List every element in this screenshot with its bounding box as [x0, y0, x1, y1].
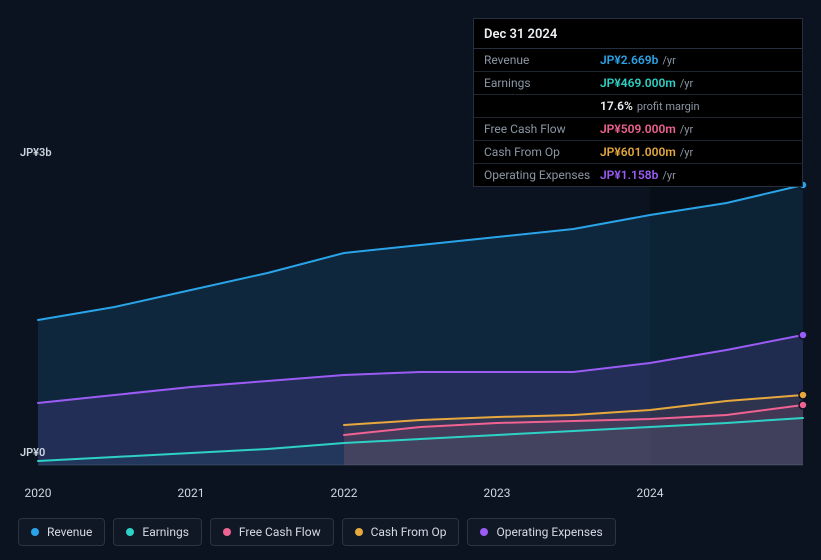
- tooltip-rows: RevenueJP¥2.669b/yrEarningsJP¥469.000m/y…: [474, 49, 802, 186]
- tooltip-suffix: /yr: [680, 77, 693, 90]
- legend-dot-icon: [480, 528, 488, 536]
- chart-svg: [18, 160, 803, 480]
- tooltip-label: Operating Expenses: [484, 168, 600, 182]
- tooltip-value: JP¥509.000m: [600, 122, 676, 136]
- legend-item-revenue[interactable]: Revenue: [18, 518, 105, 546]
- legend-item-earnings[interactable]: Earnings: [113, 518, 202, 546]
- x-tick-label: 2021: [178, 486, 205, 500]
- tooltip-value: JP¥1.158b: [600, 168, 658, 182]
- x-tick-label: 2020: [25, 486, 52, 500]
- legend-label: Cash From Op: [371, 525, 447, 539]
- legend-label: Free Cash Flow: [239, 525, 321, 539]
- legend-dot-icon: [126, 528, 134, 536]
- series-end-marker-cfo: [799, 391, 807, 399]
- x-tick-label: 2023: [484, 486, 511, 500]
- x-tick-label: 2024: [637, 486, 664, 500]
- tooltip-extra-value: 17.6%: [600, 99, 633, 113]
- legend-dot-icon: [31, 528, 39, 536]
- legend-dot-icon: [355, 528, 363, 536]
- tooltip-row-revenue: RevenueJP¥2.669b/yr: [474, 49, 802, 72]
- chart-area[interactable]: JP¥0JP¥3b: [18, 160, 803, 480]
- tooltip-value: JP¥601.000m: [600, 145, 676, 159]
- tooltip-value: JP¥2.669b: [600, 53, 658, 67]
- tooltip-suffix: /yr: [662, 54, 675, 67]
- tooltip-label: Cash From Op: [484, 145, 600, 159]
- series-end-marker-fcf: [799, 401, 807, 409]
- tooltip-value: JP¥469.000m: [600, 76, 676, 90]
- tooltip-date: Dec 31 2024: [474, 19, 802, 49]
- legend-dot-icon: [223, 528, 231, 536]
- x-tick-label: 2022: [331, 486, 358, 500]
- y-tick-label: JP¥3b: [20, 146, 52, 159]
- series-end-marker-opex: [799, 331, 807, 339]
- legend-item-opex[interactable]: Operating Expenses: [467, 518, 615, 546]
- chart-tooltip: Dec 31 2024 RevenueJP¥2.669b/yrEarningsJ…: [473, 18, 803, 187]
- tooltip-row-fcf: Free Cash FlowJP¥509.000m/yr: [474, 118, 802, 141]
- tooltip-suffix: /yr: [680, 123, 693, 136]
- y-tick-label: JP¥0: [20, 446, 45, 459]
- tooltip-row-cfo: Cash From OpJP¥601.000m/yr: [474, 141, 802, 164]
- legend-label: Revenue: [47, 525, 92, 539]
- tooltip-label: Free Cash Flow: [484, 122, 600, 136]
- tooltip-row-earnings-extra: 17.6% profit margin: [474, 95, 802, 118]
- tooltip-suffix: /yr: [680, 146, 693, 159]
- tooltip-row-earnings: EarningsJP¥469.000m/yr: [474, 72, 802, 95]
- tooltip-label: Earnings: [484, 76, 600, 90]
- legend-item-cfo[interactable]: Cash From Op: [342, 518, 460, 546]
- legend-label: Earnings: [142, 525, 189, 539]
- x-axis-labels: 2020 2021 2022 2023 2024: [18, 486, 803, 504]
- tooltip-extra-label: profit margin: [637, 100, 700, 113]
- legend: Revenue Earnings Free Cash Flow Cash From O…: [18, 518, 616, 546]
- tooltip-row-opex: Operating ExpensesJP¥1.158b/yr: [474, 164, 802, 186]
- tooltip-label: Revenue: [484, 53, 600, 67]
- legend-label: Operating Expenses: [496, 525, 602, 539]
- tooltip-suffix: /yr: [662, 169, 675, 182]
- legend-item-fcf[interactable]: Free Cash Flow: [210, 518, 334, 546]
